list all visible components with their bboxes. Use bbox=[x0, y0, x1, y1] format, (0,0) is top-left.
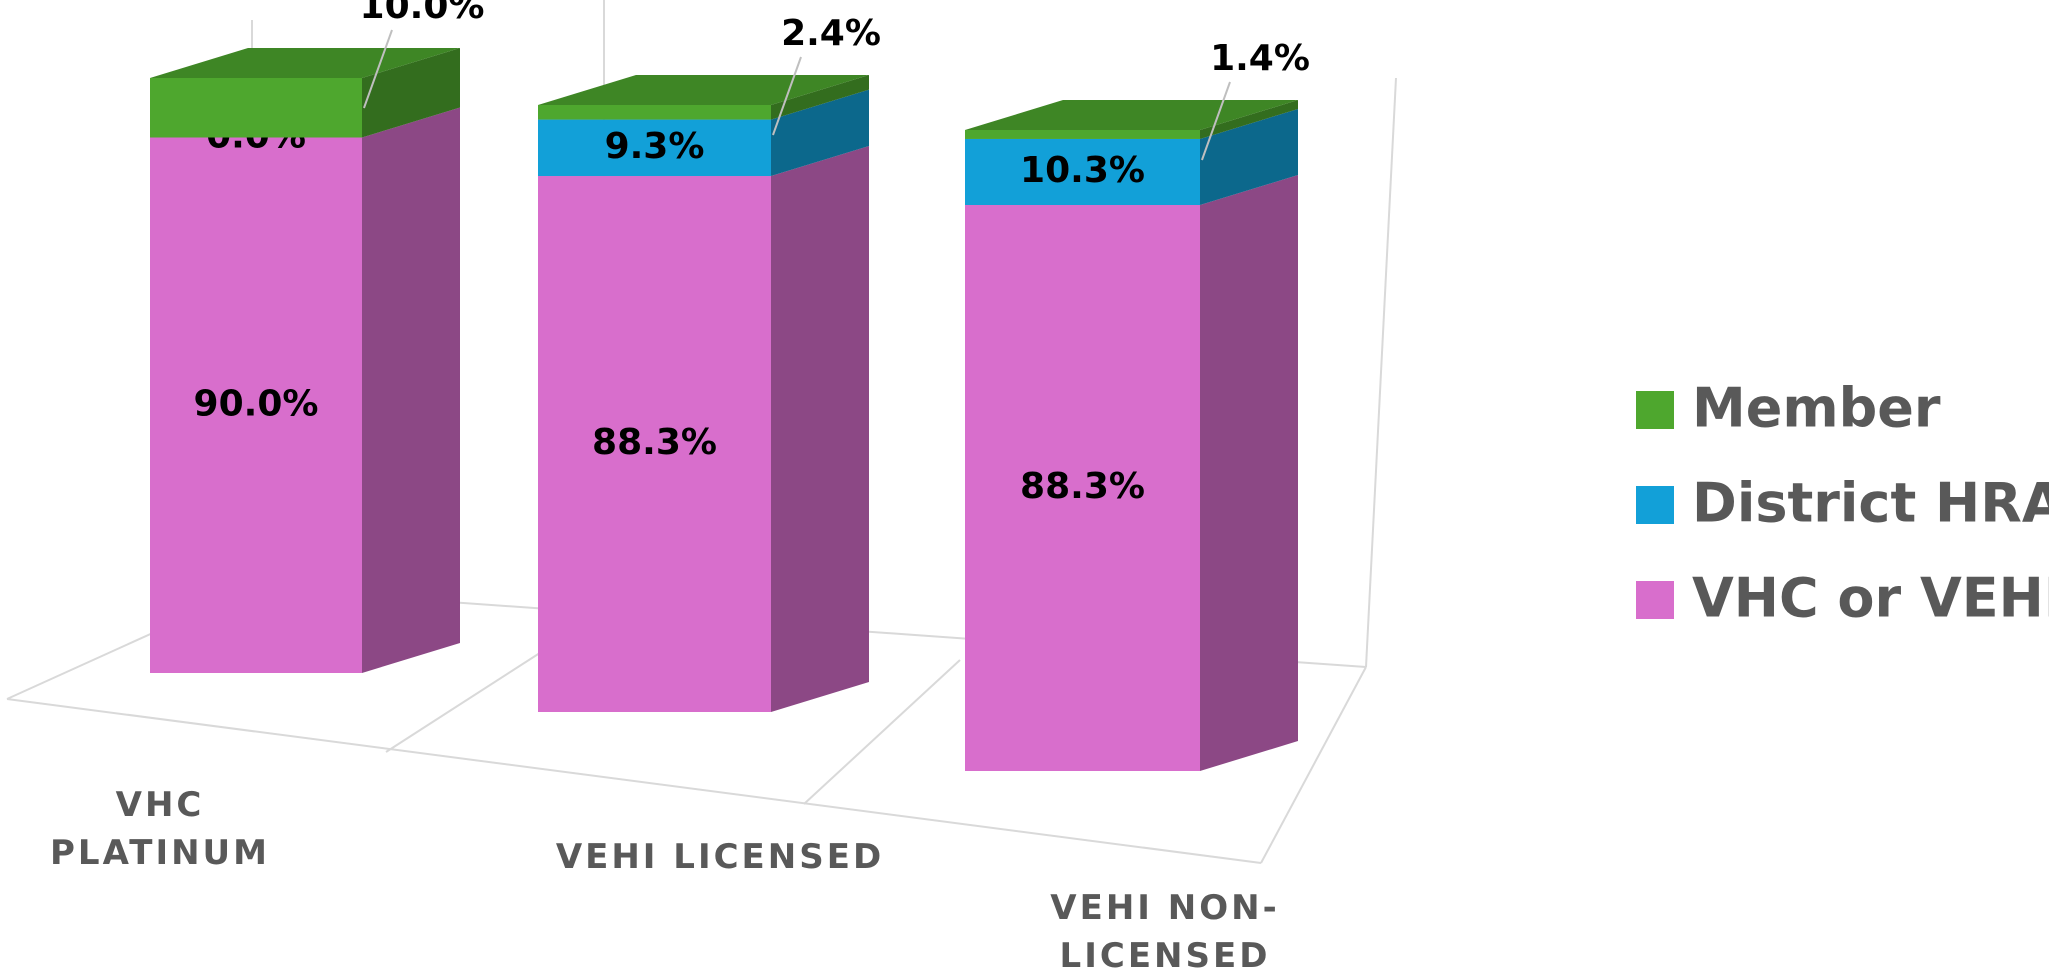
leader-line bbox=[772, 56, 802, 136]
leader-line bbox=[363, 29, 393, 109]
bar-segment-side bbox=[771, 75, 869, 120]
bar-segment-side bbox=[1200, 174, 1298, 771]
bar-segment bbox=[538, 176, 771, 713]
bar-segment bbox=[150, 78, 362, 138]
bar-segment-side bbox=[771, 146, 869, 713]
data-label: 10.3% bbox=[1020, 150, 1145, 191]
floor-front-edge bbox=[6, 698, 1262, 864]
data-label: 9.3% bbox=[605, 126, 705, 167]
data-label: 88.3% bbox=[1020, 466, 1145, 507]
data-label: 1.4% bbox=[1210, 38, 1310, 79]
data-label: 2.4% bbox=[781, 13, 881, 54]
x-tick-label: VEHI LICENSED bbox=[555, 837, 885, 877]
bar-segment-side bbox=[1200, 100, 1298, 139]
bar-segment bbox=[538, 119, 771, 177]
bar-segment bbox=[965, 130, 1200, 139]
bar-segment-side bbox=[362, 107, 460, 673]
data-label: 88.3% bbox=[592, 422, 717, 463]
leader-line bbox=[1201, 81, 1231, 161]
data-label: 10.0% bbox=[360, 0, 485, 27]
legend-label: VHC or VEHI bbox=[1692, 567, 2049, 630]
bar-segment-side bbox=[771, 89, 869, 177]
legend-swatch bbox=[1636, 391, 1674, 429]
data-label: 90.0% bbox=[194, 383, 319, 424]
legend-label: District HRA bbox=[1692, 472, 2049, 535]
bar-segment bbox=[538, 105, 771, 120]
back-wall-line bbox=[1365, 77, 1397, 668]
floor-divider bbox=[803, 659, 961, 805]
bar-segment bbox=[965, 138, 1200, 205]
bar-segment bbox=[965, 204, 1200, 771]
x-tick-label: VEHI NON-LICENSED bbox=[1050, 888, 1280, 976]
floor-right-edge bbox=[1260, 666, 1367, 864]
bar-segment-side bbox=[1200, 108, 1298, 205]
legend-label: Member bbox=[1692, 377, 1941, 440]
bar-segment bbox=[150, 137, 362, 673]
bar-segment-side bbox=[362, 48, 460, 138]
legend-swatch bbox=[1636, 581, 1674, 619]
legend-swatch bbox=[1636, 486, 1674, 524]
x-tick-label: VHC PLATINUM bbox=[50, 785, 270, 873]
floor-divider bbox=[385, 639, 561, 753]
